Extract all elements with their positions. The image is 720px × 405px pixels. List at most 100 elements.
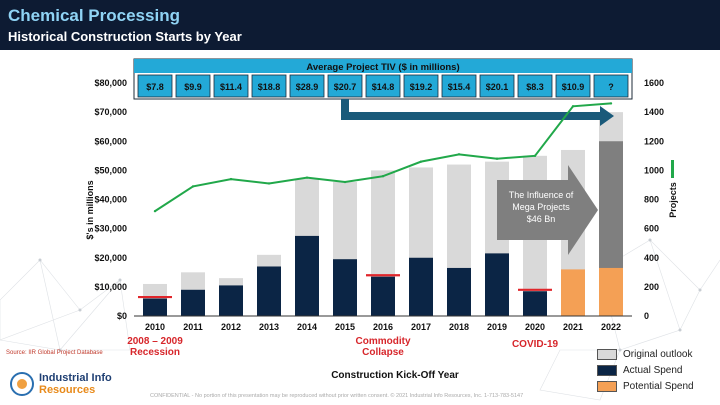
projects-point-2014 [305,176,309,179]
legend-label-potential-spend: Potential Spend [623,380,694,392]
bar-actual-spend-2015 [333,259,357,316]
projects-point-2016 [381,175,385,178]
projects-point-2012 [229,177,233,181]
y2-tick-label: 1000 [644,165,664,175]
x-tick-label-2016: 2016 [373,322,393,332]
y-tick-label: $40,000 [94,195,127,205]
y2-tick-label: 600 [644,224,659,234]
tiv-value-2014: $28.9 [296,82,319,92]
mega-projects-callout: The Influence of Mega Projects $46 Bn [509,190,574,224]
x-tick-label-2012: 2012 [221,322,241,332]
tiv-cell-2020 [517,74,553,98]
bar-actual-spend-2018 [447,267,471,316]
tiv-cell-2017 [403,74,439,98]
tiv-cell-2022 [593,74,629,98]
page-subtitle: Historical Construction Starts by Year [8,29,242,44]
tiv-cell-2018 [441,74,477,98]
y-tick-label: $0 [117,311,127,321]
tiv-value-2015: $20.7 [334,82,357,92]
y-tick-label: $60,000 [94,136,127,146]
y2-tick-label: 400 [644,253,659,263]
projects-point-2020 [533,154,537,158]
tiv-value-2017: $19.2 [410,82,433,92]
legend-item-actual-spend: Actual Spend [597,362,694,378]
bar-actual-spend-2016 [371,276,395,316]
legend-label-original-outlook: Original outlook [623,348,693,360]
tiv-value-2011: $9.9 [184,82,202,92]
tiv-value-2012: $11.4 [220,82,242,92]
y-axis-label: $'s in millions [85,180,95,239]
x-tick-label-2013: 2013 [259,322,279,332]
projects-point-2015 [343,180,347,184]
legend-swatch-potential-spend [597,380,617,392]
x-tick-label-2022: 2022 [601,322,621,332]
source-note: Source: IIR Global Project Database [6,350,103,356]
tiv-cell-2013 [251,74,287,98]
annotation-2016-line-2: Collapse [362,347,404,358]
y-tick-label: $80,000 [94,78,127,88]
bar-actual-spend-2014 [295,235,319,316]
tiv-value-2020: $8.3 [526,82,544,92]
tiv-value-2019: $20.1 [486,82,509,92]
legend-item-potential-spend: Potential Spend [597,378,694,394]
y2-tick-label: 200 [644,282,659,292]
y2-tick-label: 800 [644,195,659,205]
page-title: Chemical Processing [8,6,180,25]
company-logo: Industrial Info Resources [10,372,112,396]
annotation-2016-line-1: Commodity [356,336,411,347]
logo-line-2: Resources [39,384,96,396]
mega-projects-arrow [497,165,598,255]
bar-actual-spend-2011 [181,289,205,316]
x-tick-label-2010: 2010 [145,322,165,332]
x-tick-label-2019: 2019 [487,322,507,332]
projects-point-2011 [191,185,195,188]
callout-line-1: The Influence of [509,190,574,200]
bar-potential-spend-2022 [599,267,623,316]
annotation-2010-line-2: Recession [130,347,180,358]
tiv-title-bg [134,59,632,73]
legend-item-original-outlook: Original outlook [597,346,694,362]
bar-actual-spend-2010 [143,298,167,316]
y-tick-label: $10,000 [94,282,127,292]
y2-tick-label: 0 [644,311,649,321]
header-bar: Chemical Processing Historical Construct… [0,0,720,50]
bar-actual-spend-2012 [219,285,243,316]
projects-point-2013 [267,182,271,185]
x-axis-label: Construction Kick-Off Year [331,370,459,381]
tiv-value-2013: $18.8 [258,82,281,92]
projects-point-2022 [609,102,613,105]
legend-swatch-original-outlook [597,348,617,360]
projects-point-2021 [571,105,575,108]
legend-label-actual-spend: Actual Spend [623,364,683,376]
x-tick-label-2021: 2021 [563,322,583,332]
y2-axis-label: Projects [668,182,678,218]
annotation-2020-line-1: COVID-19 [512,339,559,350]
tiv-cell-2016 [365,74,401,98]
bar-actual-spend-2019 [485,253,509,316]
bar-actual-spend-2020 [523,291,547,316]
left-axis-ticks: $0 $10,000 $20,000 $30,000 $40,000 $50,000 $60… [94,78,127,321]
y-tick-label: $70,000 [94,107,127,117]
tiv-cell-2019 [479,74,515,98]
x-axis-ticks: 2010 2011 2012 2013 2014 2015 2016 2017 2018 2019… [145,322,621,332]
tiv-cell-2010 [137,74,173,98]
bar-actual-spend-2013 [257,266,281,316]
x-tick-label-2020: 2020 [525,322,545,332]
tiv-cell-2021 [555,74,591,98]
tiv-values-row: $7.8 $9.9 $11.4 $18.8 $28.9 $20.7 $14.8 $19.2 $1… [137,74,629,98]
chart-legend: Original outlook Actual Spend Potential … [597,346,694,394]
callout-line-2: Mega Projects [512,202,570,212]
callout-line-3: $46 Bn [527,214,556,224]
bar-actual-spend-2017 [409,257,433,316]
red-markers-group [138,274,552,299]
y2-tick-label: 1400 [644,107,664,117]
tiv-value-2010: $7.8 [146,82,164,92]
x-tick-label-2014: 2014 [297,322,317,332]
annotation-2010-line-1: 2008 – 2009 [127,336,183,347]
projects-point-2017 [419,160,423,163]
projects-point-2010 [153,209,157,213]
tiv-cell-2015 [327,74,363,98]
x-tick-label-2011: 2011 [183,322,203,332]
